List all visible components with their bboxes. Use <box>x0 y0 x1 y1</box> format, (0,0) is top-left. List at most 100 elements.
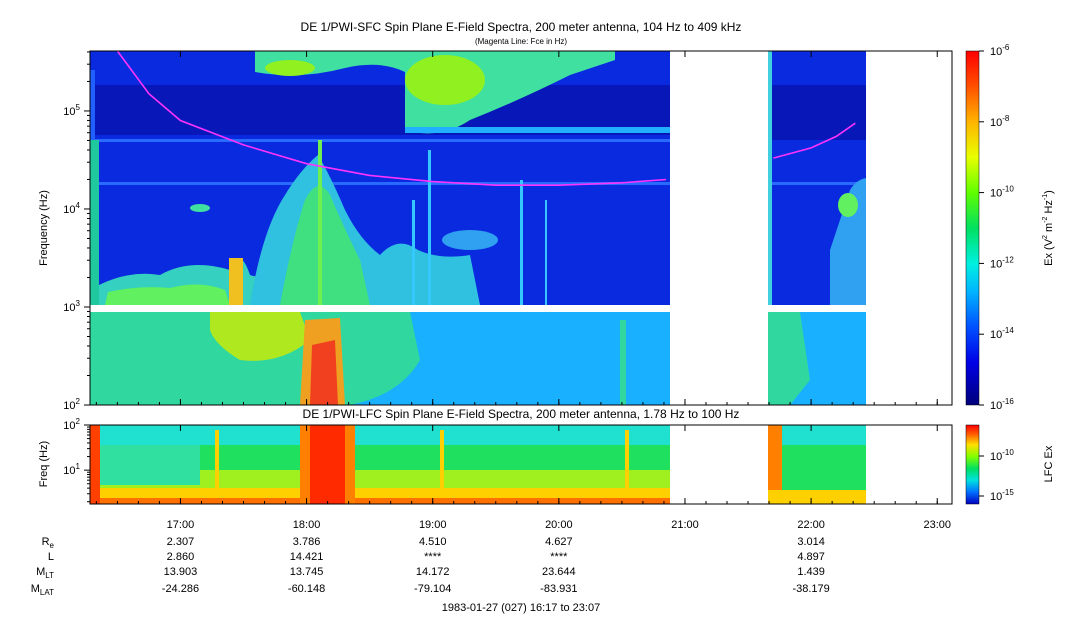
sfc-patch-b <box>442 230 498 250</box>
bottom-colorbar-tick-label: 10-15 <box>990 488 1014 503</box>
ephemeris-value: **** <box>550 551 568 563</box>
sfc-hf-core <box>405 55 485 105</box>
ephemeris-value: 14.172 <box>416 566 450 578</box>
top-spectrogram <box>90 51 952 405</box>
ephemeris-value: **** <box>424 551 442 563</box>
ephemeris-value: 3.014 <box>797 536 825 548</box>
ephemeris-table: Re 2.307 3.786 4.510 4.627 3.014 L 2.860 14.421 *… <box>31 536 830 597</box>
ephemeris-value: 14.421 <box>290 551 324 563</box>
sfc-gap-2 <box>866 51 952 405</box>
ephemeris-value: 4.627 <box>545 536 573 548</box>
sfc-streak-5 <box>545 200 547 305</box>
lfc-burst-red <box>310 425 345 504</box>
sfc-left-edge-emission <box>90 140 99 305</box>
x-tick-label: 17:00 <box>167 519 195 531</box>
lfc-top-band <box>90 425 670 445</box>
ephemeris-row-label: Re <box>42 536 55 550</box>
lfc-late-top <box>780 425 866 445</box>
lfc-late-edge <box>768 425 782 504</box>
bottom-y-axis: 102 101 <box>63 417 90 503</box>
x-tick-label: 23:00 <box>923 519 951 531</box>
lfc-left-red <box>90 425 100 504</box>
sfc-streak-3 <box>428 150 431 305</box>
fce-line <box>116 51 856 186</box>
ephemeris-value: 4.897 <box>797 551 825 563</box>
sfc-line-2 <box>90 182 670 185</box>
ephemeris-value: -60.148 <box>288 583 325 595</box>
lfc-bottom-band <box>90 498 670 504</box>
top-colorbar-tick-label: 10-8 <box>990 114 1010 129</box>
fce-line-segment <box>773 122 856 159</box>
bottom-chart-title: DE 1/PWI-LFC Spin Plane E-Field Spectra,… <box>303 407 740 421</box>
x-tick-label: 18:00 <box>293 519 321 531</box>
ephemeris-row-label: MLT <box>36 566 54 580</box>
ephemeris-value: 23.644 <box>542 566 576 578</box>
sfc-streak-4 <box>520 180 523 305</box>
sfc-dark-band-late <box>768 85 866 140</box>
sfc-line-1 <box>90 139 670 142</box>
sfc-lowband-red <box>310 340 338 405</box>
lfc-late-low <box>768 490 866 504</box>
bottom-plot-frame <box>89 424 953 505</box>
ephemeris-value: -24.286 <box>162 583 199 595</box>
bottom-y-tick-label: 101 <box>63 462 80 477</box>
lfc-gap-1 <box>670 425 768 504</box>
sfc-streak-2 <box>412 200 415 305</box>
ephemeris-value: 13.903 <box>164 566 198 578</box>
sfc-orange-patch <box>229 258 243 305</box>
sfc-band-separator <box>90 305 952 312</box>
ephemeris-value: 13.745 <box>290 566 324 578</box>
bottom-colorbar-ticks: 10-10 10-15 <box>979 448 1014 503</box>
bottom-spectrogram <box>90 425 952 504</box>
top-plot-frame <box>89 50 953 406</box>
sfc-gap-1 <box>670 51 768 405</box>
top-y-tick-label: 105 <box>63 103 80 118</box>
top-colorbar-tick-label: 10-14 <box>990 326 1014 341</box>
sfc-left-edge-emission-2 <box>90 70 95 140</box>
x-tick-label: 22:00 <box>797 519 825 531</box>
top-y-tick-label: 103 <box>63 299 80 314</box>
sfc-auroral-burst-core <box>280 186 370 305</box>
sfc-late-edge <box>768 51 772 305</box>
top-colorbar-tick-label: 10-16 <box>990 397 1014 412</box>
x-axis: 17:00 18:00 19:00 20:00 21:00 22:00 23:00 <box>95 51 951 531</box>
footer-time-range: 1983-01-27 (027) 16:17 to 23:07 <box>442 602 600 614</box>
top-y-tick-label: 102 <box>63 397 80 412</box>
ephemeris-value: 2.860 <box>167 551 195 563</box>
lfc-streak-b <box>440 430 444 490</box>
bottom-colorbar-label: LFC Ex <box>1043 445 1055 482</box>
ephemeris-value: -38.179 <box>792 583 829 595</box>
top-colorbar-ticks: 10-6 10-8 10-10 10-12 10-14 10-16 <box>979 43 1014 412</box>
bottom-colorbar-tick-label: 10-10 <box>990 448 1014 463</box>
ephemeris-row-label: MLAT <box>31 583 54 597</box>
sfc-hf-line <box>405 127 670 133</box>
top-colorbar-tick-label: 10-10 <box>990 185 1014 200</box>
lfc-early-quiet <box>100 445 200 485</box>
sfc-dark-band <box>90 85 670 135</box>
lfc-streak-c <box>625 430 629 490</box>
top-colorbar <box>965 50 980 406</box>
ephemeris-value: 4.510 <box>419 536 447 548</box>
sfc-lowband-streak <box>620 320 626 405</box>
ephemeris-value: 1.439 <box>797 566 825 578</box>
top-chart-subtitle: (Magenta Line: Fce in Hz) <box>475 37 567 46</box>
top-colorbar-label: Ex (V2 m-2 Hz-1) <box>1042 190 1055 266</box>
lfc-gap-2 <box>866 425 952 504</box>
sfc-streak-1 <box>318 140 322 305</box>
ephemeris-value: 2.307 <box>167 536 195 548</box>
sfc-hf-core-2 <box>265 60 315 76</box>
top-colorbar-tick-label: 10-6 <box>990 43 1010 58</box>
ephemeris-value: 3.786 <box>293 536 321 548</box>
fce-line-segment <box>116 51 667 186</box>
sfc-patch-a <box>190 204 210 212</box>
lfc-streak-a <box>215 430 219 490</box>
sfc-line-3 <box>768 182 866 185</box>
ephemeris-value: -79.104 <box>414 583 451 595</box>
x-tick-label: 21:00 <box>671 519 699 531</box>
top-colorbar-tick-label: 10-12 <box>990 255 1014 270</box>
x-tick-label: 19:00 <box>419 519 447 531</box>
top-y-tick-label: 104 <box>63 201 80 216</box>
sfc-low-hiss-core <box>105 284 230 305</box>
bottom-colorbar <box>965 424 980 505</box>
